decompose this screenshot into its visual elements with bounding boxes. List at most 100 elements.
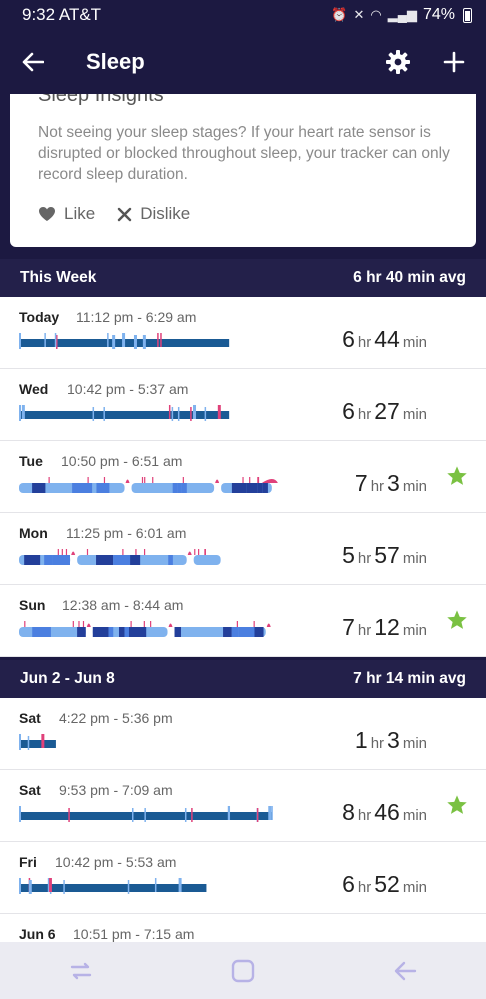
duration-minutes: 12: [374, 614, 400, 640]
sleep-log-row[interactable]: Fri 10:42 pm - 5:53 am 6 hr 52 min: [0, 842, 486, 914]
bar-tick: [217, 405, 221, 419]
duration-minutes: 44: [374, 326, 400, 352]
bar-tick: [122, 333, 126, 347]
signal-icon: ▂▄▆: [387, 7, 417, 22]
bar-tick: [92, 407, 95, 421]
bar-tick: [191, 808, 193, 822]
mute-icon: ✕: [353, 7, 365, 22]
log-time-range: 11:12 pm - 6:29 am: [76, 309, 197, 325]
duration-hours: 6: [342, 326, 355, 352]
recent-apps-icon: [70, 962, 92, 979]
sleep-log-list[interactable]: Sleep Insights Not seeing your sleep sta…: [0, 94, 486, 942]
plus-icon: [443, 51, 465, 73]
log-time-range: 10:42 pm - 5:37 am: [67, 381, 189, 397]
duration-minutes: 3: [387, 470, 400, 496]
status-bar: 9:32 AT&T ⏰ ✕ ◠ ▂▄▆ 74%: [0, 0, 486, 30]
log-day: Sat: [19, 710, 41, 726]
awake-mark: [266, 623, 271, 627]
sleep-log-row[interactable]: Tue 10:50 pm - 6:51 am 7 hr 3 min: [0, 441, 486, 513]
log-day: Fri: [19, 854, 37, 870]
duration-hours: 5: [342, 542, 355, 568]
awake-mark: [187, 551, 192, 555]
gear-icon: [386, 50, 410, 74]
min-unit: min: [402, 735, 427, 752]
log-day: Mon: [19, 525, 48, 541]
status-carrier-time: 9:32 AT&T: [22, 5, 102, 24]
bar-tick: [127, 880, 130, 894]
insight-body: Not seeing your sleep stages? If your he…: [38, 124, 450, 183]
star-icon: [447, 610, 467, 629]
hr-unit: hr: [357, 807, 372, 824]
bar-tick: [63, 880, 65, 894]
bar-tick: [68, 808, 70, 822]
system-nav-bar: [0, 942, 486, 999]
bar-tick: [41, 734, 45, 748]
bar-tick: [19, 806, 21, 822]
hr-unit: hr: [357, 406, 372, 423]
bar-tick: [204, 407, 207, 421]
x-icon: [117, 207, 132, 221]
section-title: Jun 2 - Jun 8: [20, 670, 115, 687]
log-duration: 5 hr 57 min: [342, 542, 430, 569]
add-button[interactable]: [426, 30, 482, 94]
min-unit: min: [402, 478, 427, 495]
sleep-pattern-bar: [19, 333, 230, 349]
stage-block: [174, 621, 266, 637]
bar-tick: [177, 407, 180, 421]
bar-tick: [157, 333, 159, 347]
bar-tick: [103, 407, 105, 421]
log-time-range: 10:51 pm - 7:15 am: [73, 926, 195, 942]
bar-tick: [171, 407, 174, 421]
log-day: Jun 6: [19, 926, 56, 942]
log-time-range: 12:38 am - 8:44 am: [62, 597, 184, 613]
awake-mark: [86, 623, 91, 627]
bar-tick: [21, 405, 25, 419]
bar-tick: [142, 335, 146, 349]
home-icon: [231, 959, 255, 982]
bar-tick: [54, 333, 57, 347]
sleep-log-row[interactable]: Today 11:12 pm - 6:29 am 6 hr 44 min: [0, 297, 486, 369]
page-title: Sleep: [86, 49, 145, 74]
bar-tick: [19, 333, 21, 349]
bar-tick: [56, 335, 58, 349]
sleep-pattern-bar: [19, 477, 278, 493]
log-time-range: 10:42 pm - 5:53 am: [55, 854, 177, 870]
hr-unit: hr: [357, 622, 372, 639]
stage-block: [221, 477, 272, 493]
sleep-log-row[interactable]: Sun 12:38 am - 8:44 am 7 hr 12 min: [0, 585, 486, 657]
sleep-log-row[interactable]: Wed 10:42 pm - 5:37 am 6 hr 27 min: [0, 369, 486, 441]
sleep-log-row[interactable]: Mon 11:25 pm - 6:01 am 5 hr 57 min: [0, 513, 486, 585]
bar-tick: [48, 878, 52, 892]
like-button[interactable]: Like: [38, 204, 95, 224]
sleep-log-row[interactable]: Jun 6 10:51 pm - 7:15 am: [0, 914, 486, 942]
awake-mark: [168, 623, 173, 627]
sleep-log-row[interactable]: Sat 9:53 pm - 7:09 am 8 hr 46 min: [0, 770, 486, 842]
awake-mark: [71, 551, 76, 555]
sleep-pattern-bar: [19, 806, 273, 822]
log-duration: 1 hr 3 min: [355, 727, 430, 754]
battery-icon: [463, 7, 472, 23]
dislike-button[interactable]: Dislike: [117, 204, 190, 224]
log-duration: 6 hr 52 min: [342, 871, 430, 898]
bar-tick: [107, 333, 109, 347]
back-button[interactable]: [0, 30, 66, 94]
settings-button[interactable]: [370, 30, 426, 94]
sleep-log-row[interactable]: Sat 4:22 pm - 5:36 pm 1 hr 3 min: [0, 698, 486, 770]
bar-segment: [19, 884, 207, 892]
bar-tick: [19, 405, 21, 421]
stage-block: [19, 549, 71, 565]
nav-back-icon: [394, 961, 417, 980]
insight-actions: Like Dislike: [38, 204, 190, 224]
recent-apps-button[interactable]: [51, 946, 111, 996]
nav-back-button[interactable]: [375, 946, 435, 996]
bar-tick: [144, 808, 146, 822]
log-duration: 7 hr 12 min: [342, 614, 430, 641]
bar-segment: [19, 411, 230, 419]
dislike-label: Dislike: [140, 204, 191, 223]
duration-minutes: 57: [374, 542, 400, 568]
sleep-pattern-bar: [19, 734, 56, 750]
home-button[interactable]: [213, 946, 273, 996]
stage-block: [193, 549, 221, 565]
log-time-range: 4:22 pm - 5:36 pm: [59, 710, 173, 726]
min-unit: min: [402, 550, 427, 567]
